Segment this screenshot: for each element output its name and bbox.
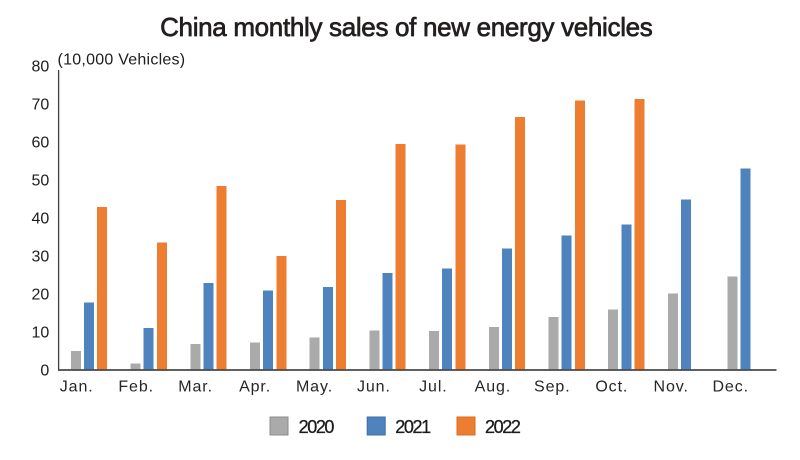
svg-text:Sep.: Sep. [534, 378, 571, 395]
svg-text:40: 40 [32, 211, 50, 228]
svg-text:60: 60 [32, 135, 50, 152]
svg-text:70: 70 [32, 97, 50, 114]
svg-text:Mar.: Mar. [178, 378, 213, 395]
svg-text:Apr.: Apr. [239, 378, 271, 395]
svg-text:30: 30 [32, 249, 50, 266]
svg-text:Nov.: Nov. [654, 378, 689, 395]
svg-text:Jul.: Jul. [419, 378, 448, 395]
svg-text:Oct.: Oct. [595, 378, 628, 395]
svg-text:Dec.: Dec. [712, 378, 749, 395]
svg-text:(10,000 Vehicles): (10,000 Vehicles) [58, 51, 186, 68]
svg-text:10: 10 [32, 325, 50, 342]
svg-text:2020: 2020 [299, 417, 335, 437]
svg-text:China monthly sales of new ene: China monthly sales of new energy vehicl… [160, 12, 653, 42]
svg-text:Jun.: Jun. [357, 378, 391, 395]
svg-text:May.: May. [296, 378, 333, 395]
svg-text:2022: 2022 [485, 417, 521, 437]
svg-text:Aug.: Aug. [475, 378, 512, 395]
svg-text:50: 50 [32, 173, 50, 190]
svg-text:Feb.: Feb. [118, 378, 154, 395]
svg-text:0: 0 [40, 363, 49, 380]
svg-text:Jan.: Jan. [60, 378, 94, 395]
svg-text:2021: 2021 [395, 417, 431, 437]
svg-text:80: 80 [32, 59, 50, 76]
svg-text:20: 20 [32, 287, 50, 304]
